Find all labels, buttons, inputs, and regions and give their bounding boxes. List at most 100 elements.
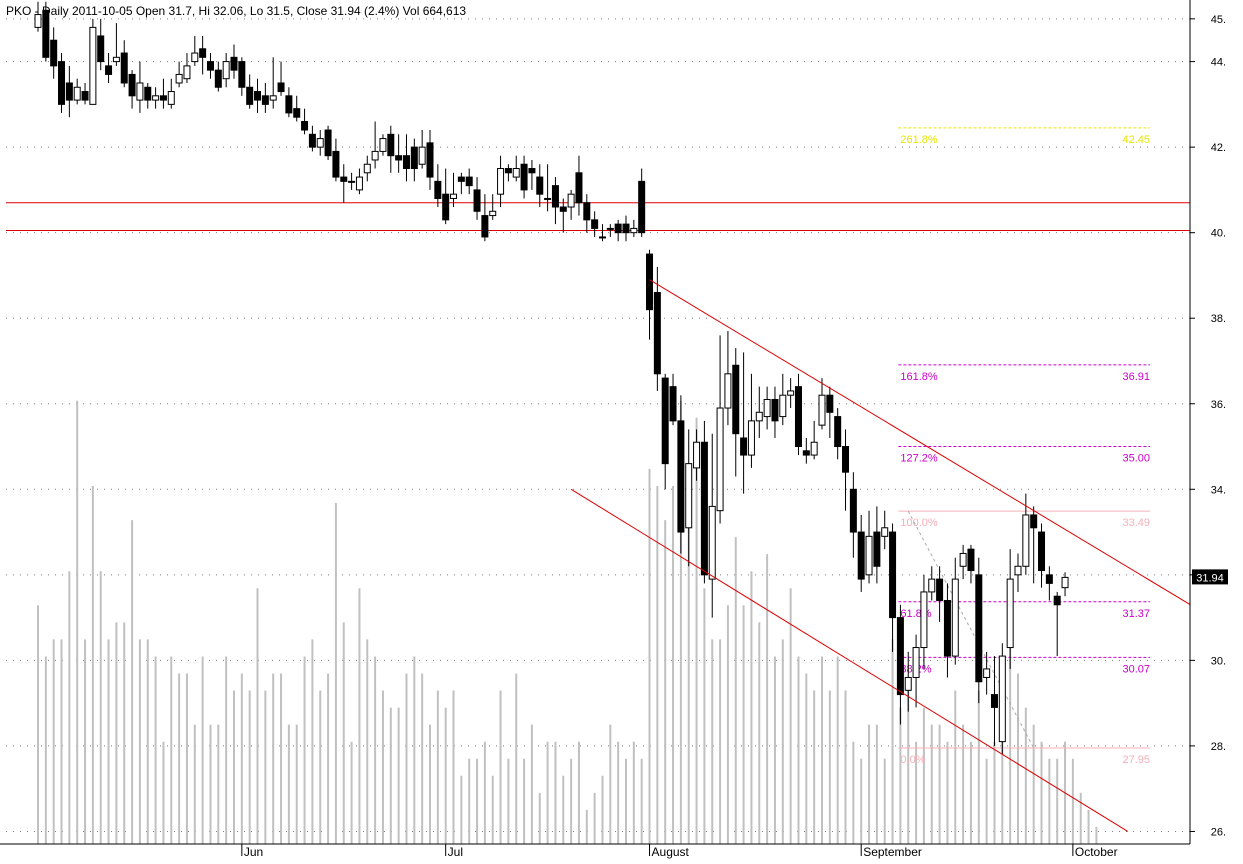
candle-up [983, 651, 991, 695]
candle-up [865, 510, 873, 584]
candle-body [740, 437, 748, 456]
trend-channel [570, 279, 1191, 832]
candle-body [787, 390, 795, 396]
candle-down [230, 44, 238, 79]
candle-down [653, 266, 661, 391]
candle-body [889, 531, 897, 619]
candle-up [175, 61, 183, 88]
fib-level-price: 30.07 [1122, 663, 1150, 675]
candle-body [324, 129, 332, 157]
candle-body [269, 95, 277, 101]
candle-down [802, 437, 810, 464]
candle-body [81, 91, 89, 101]
candle-body [567, 193, 575, 208]
candle-up [755, 386, 763, 438]
candle-up [73, 78, 81, 105]
candle-up [489, 194, 497, 220]
candle-down [50, 27, 58, 79]
candle-body [136, 82, 144, 101]
candle-body [206, 61, 214, 71]
candle-down [105, 53, 113, 83]
candle-down [936, 566, 944, 622]
candle-body [65, 82, 73, 101]
candle-up [1006, 549, 1014, 669]
candle-body [340, 176, 348, 182]
candle-down [410, 138, 418, 182]
candle-body [112, 56, 120, 63]
candle-down [285, 87, 293, 118]
candle-body [559, 206, 567, 212]
candle-body [747, 420, 755, 456]
candle-body [936, 578, 944, 601]
candle-down [677, 395, 685, 554]
candle-body [465, 176, 473, 187]
candle-body [842, 446, 850, 473]
candle-body [58, 61, 66, 105]
candle-body [959, 552, 967, 567]
candle-up [904, 651, 912, 712]
candle-up [787, 378, 795, 409]
candle-up [269, 57, 277, 109]
candle-body [1038, 531, 1046, 572]
candle-body [677, 420, 685, 533]
candle-down [128, 70, 136, 109]
fib-level-percent: 100.0% [900, 517, 938, 529]
candle-body [818, 394, 826, 426]
candle-body [810, 441, 818, 456]
candle-body [983, 668, 991, 678]
candle-body [261, 95, 269, 105]
chart-header: PKO - Daily 2011-10-05 Open 31.7, Hi 32.… [6, 4, 466, 18]
volume-bars [37, 400, 1098, 844]
candle-down [42, 1, 50, 62]
candle-down [732, 348, 740, 477]
y-tick-label: 42. [1211, 142, 1226, 154]
candle-body [214, 69, 222, 88]
candle-down [395, 134, 403, 173]
candle-body [685, 463, 693, 529]
candle-body [371, 150, 379, 161]
candle-body [481, 215, 489, 238]
candle-body [238, 61, 246, 88]
candle-down [120, 40, 128, 88]
candle-body [1061, 576, 1069, 589]
candle-body [802, 450, 810, 456]
candle-body [89, 26, 97, 105]
candle-up [747, 373, 755, 468]
candle-up [606, 224, 614, 237]
fib-level-percent: 161.8% [900, 371, 938, 383]
candle-body [536, 176, 544, 195]
candle-down [465, 168, 473, 195]
candle-up [544, 164, 552, 212]
candle-down [771, 386, 779, 438]
candle-up [567, 189, 575, 220]
candle-up [920, 574, 928, 669]
candle-down [324, 125, 332, 160]
candle-body [732, 364, 740, 435]
candle-body [943, 599, 951, 657]
candle-body [183, 65, 191, 80]
candle-up [1014, 553, 1022, 592]
candle-down [457, 172, 465, 195]
x-tick-label: September [863, 845, 922, 859]
candle-body [410, 146, 418, 170]
candle-down [638, 168, 646, 237]
candle-body [920, 591, 928, 649]
candle-up [355, 168, 363, 195]
candle-body [865, 535, 873, 576]
candle-body [355, 176, 363, 191]
candle-down [387, 125, 395, 173]
candle-up [348, 172, 356, 190]
candle-body [387, 133, 395, 157]
candle-body [105, 65, 113, 75]
candle-down [536, 164, 544, 208]
candle-body [50, 39, 58, 67]
candle-body [395, 155, 403, 161]
candle-down [591, 211, 599, 237]
candle-up [928, 566, 936, 601]
y-tick-label: 34. [1211, 484, 1226, 496]
fib-level-price: 33.49 [1122, 517, 1150, 529]
candle-up [379, 134, 387, 156]
candle-body [42, 9, 50, 58]
